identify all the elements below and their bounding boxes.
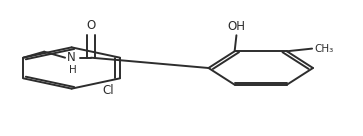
Text: O: O (86, 19, 95, 32)
Text: OH: OH (228, 20, 245, 33)
Text: N: N (67, 51, 76, 64)
Text: H: H (69, 65, 77, 75)
Text: CH₃: CH₃ (314, 44, 333, 54)
Text: Cl: Cl (103, 84, 114, 97)
